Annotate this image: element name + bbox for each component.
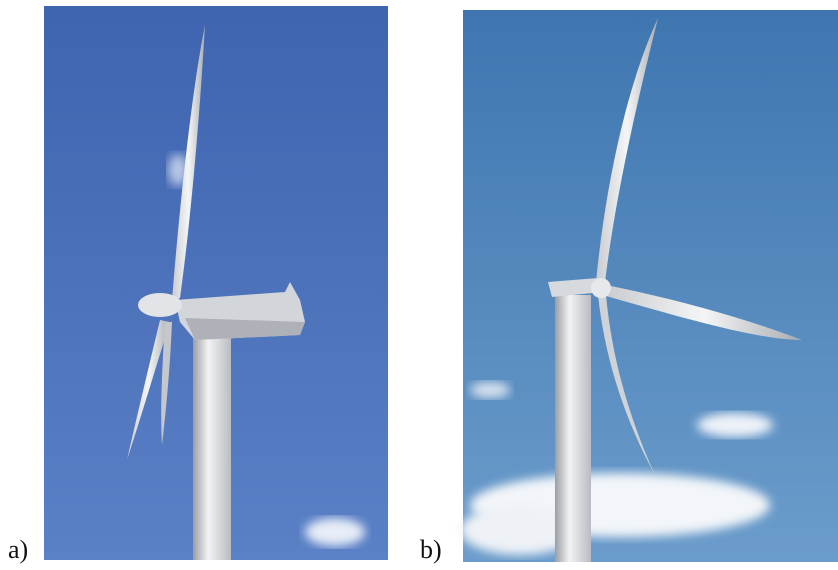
photo-b bbox=[460, 10, 838, 562]
panel-label: b) bbox=[420, 535, 442, 564]
panel-label: a) bbox=[8, 535, 28, 564]
photo-a bbox=[44, 6, 388, 560]
